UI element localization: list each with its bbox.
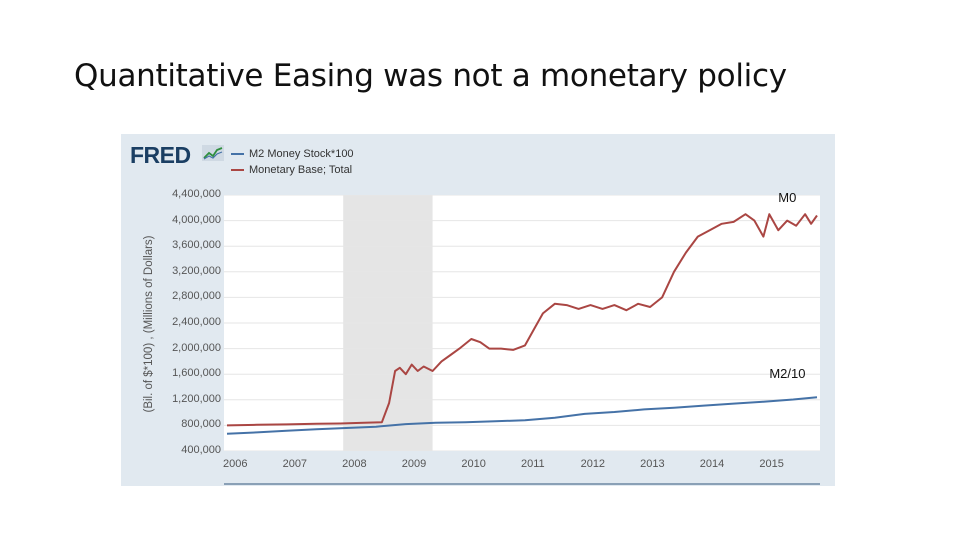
- fred-chart-panel: FRED M2 Money Stock*100 Monetary Base; T…: [121, 134, 835, 486]
- legend-item-m2: M2 Money Stock*100: [231, 146, 354, 162]
- y-tick-label: 1,200,000: [172, 392, 221, 405]
- x-tick-label: 2009: [401, 458, 427, 470]
- y-tick-label: 3,600,000: [172, 239, 221, 252]
- y-tick-label: 800,000: [181, 418, 221, 431]
- y-axis-title: (Bil. of $*100) , (Millions of Dollars): [143, 235, 155, 413]
- legend-item-base: Monetary Base; Total: [231, 162, 354, 178]
- legend-swatch-base: [231, 169, 244, 171]
- y-tick-label: 4,000,000: [172, 213, 221, 226]
- y-tick-label: 3,200,000: [172, 264, 221, 277]
- legend-label-m2: M2 Money Stock*100: [249, 148, 354, 160]
- x-tick-label: 2010: [461, 458, 486, 470]
- legend-swatch-m2: [231, 153, 244, 155]
- x-tick-label: 2008: [342, 458, 367, 470]
- fred-graph-icon: [202, 145, 224, 161]
- x-tick-label: 2013: [640, 458, 665, 470]
- y-tick-label: 1,600,000: [172, 367, 221, 380]
- x-tick-label: 2006: [222, 458, 248, 470]
- x-tick-label: 2015: [759, 458, 784, 470]
- legend-label-base: Monetary Base; Total: [249, 164, 353, 176]
- y-tick-label: 400,000: [181, 444, 221, 456]
- annotation-label: M2/10: [769, 366, 806, 382]
- x-tick-label: 2012: [580, 458, 606, 470]
- x-tick-label: 2011: [520, 458, 545, 470]
- y-tick-label: 2,400,000: [172, 316, 221, 328]
- x-tick-label: 2014: [699, 458, 725, 470]
- x-tick-label: 2007: [282, 458, 308, 470]
- y-tick-label: 2,000,000: [172, 341, 221, 354]
- chart-legend: M2 Money Stock*100 Monetary Base; Total: [231, 146, 354, 178]
- plot-area: [224, 195, 820, 451]
- fred-logo: FRED: [130, 142, 191, 168]
- y-tick-label: 4,400,000: [172, 188, 221, 200]
- series-line-m2: [226, 396, 818, 435]
- slide-title: Quantitative Easing was not a monetary p…: [74, 58, 787, 94]
- annotation-label: M0: [778, 190, 797, 206]
- series-line-monetary-base: [226, 213, 818, 427]
- y-tick-label: 2,800,000: [172, 290, 221, 303]
- navigator-rule: [224, 483, 820, 485]
